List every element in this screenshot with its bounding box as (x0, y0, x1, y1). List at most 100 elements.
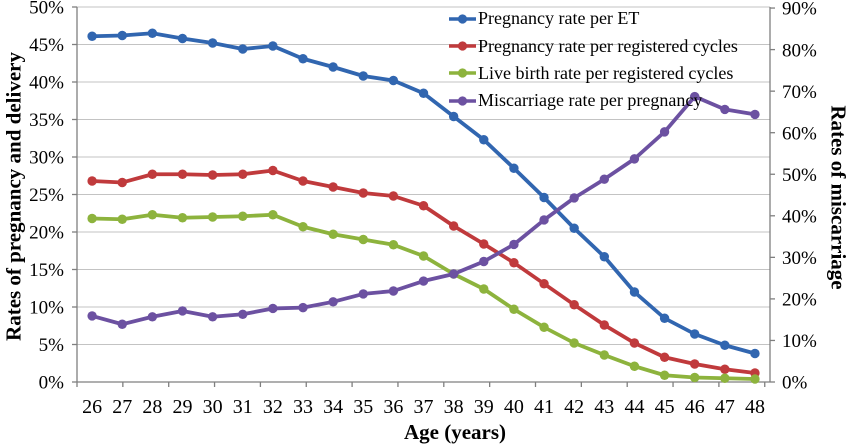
data-point (147, 28, 158, 38)
legend-item-0: Pregnancy rate per ET (449, 5, 738, 32)
data-point (238, 211, 248, 221)
data-point (479, 284, 489, 294)
x-axis-tick-label: 29 (172, 396, 192, 418)
x-axis-tick-label: 48 (745, 396, 765, 418)
data-point (629, 287, 640, 297)
data-point (207, 170, 218, 180)
data-point (117, 319, 127, 329)
legend-marker-icon (449, 68, 476, 79)
data-point (509, 258, 519, 268)
data-point (539, 322, 549, 332)
data-point (268, 303, 278, 314)
data-point (328, 62, 338, 72)
data-point (87, 176, 97, 186)
legend-label: Pregnancy rate per registered cycles (478, 35, 738, 56)
right-axis-tick-label: 90% (782, 0, 817, 20)
data-point (659, 313, 670, 323)
legend-item-1: Pregnancy rate per registered cycles (449, 32, 738, 59)
data-point (509, 239, 519, 250)
y-axis-left: 0% 5% 10% 15% 20% 25% 30% 35% 40% 45% 50% (29, 0, 77, 394)
left-axis-tick-label: 30% (29, 148, 64, 169)
data-point (479, 256, 489, 267)
data-point (207, 212, 218, 222)
x-axis-tick-label: 39 (474, 396, 494, 418)
right-axis-tick-label: 10% (782, 331, 817, 352)
data-point (720, 373, 730, 383)
x-axis-tick-label: 42 (564, 396, 584, 418)
data-point (207, 38, 218, 48)
data-point (358, 289, 368, 299)
data-point (87, 311, 97, 321)
data-point (509, 163, 519, 173)
x-axis-tick-label: 35 (353, 396, 373, 418)
data-point (418, 88, 429, 98)
data-point (659, 127, 670, 137)
left-axis-tick-label: 35% (29, 110, 64, 131)
left-axis-tick-label: 50% (29, 0, 64, 19)
data-point (358, 234, 368, 245)
data-point (177, 306, 188, 316)
data-point (569, 223, 579, 233)
data-point (629, 154, 640, 164)
data-point (418, 201, 429, 211)
data-point (147, 169, 158, 179)
legend-label: Miscarriage rate per pregnancy (478, 90, 703, 111)
x-axis-tick-label: 31 (233, 396, 253, 418)
data-point (328, 297, 338, 307)
left-axis-tick-label: 0% (39, 373, 65, 394)
data-point (298, 176, 308, 186)
data-point (87, 31, 97, 41)
right-axis-title: Rates of miscarriage (826, 105, 850, 290)
y-axis-right: 0% 10% 20% 30% 40% 50% 60% 70% 80% 90% (770, 0, 817, 394)
data-point (479, 239, 489, 249)
right-axis-tick-label: 60% (782, 123, 817, 144)
right-axis-tick-label: 0% (782, 373, 808, 394)
x-axis-tick-label: 30 (203, 396, 223, 418)
data-point (629, 361, 640, 371)
legend: Pregnancy rate per ET Pregnancy rate per … (449, 5, 738, 115)
data-point (629, 338, 640, 348)
data-point (418, 276, 429, 286)
data-point (569, 300, 579, 310)
data-point (388, 286, 399, 296)
data-point (207, 312, 218, 322)
left-axis-tick-label: 5% (39, 335, 65, 356)
data-point (690, 359, 700, 369)
data-point (147, 312, 158, 322)
left-axis-tick-label: 25% (29, 185, 64, 206)
data-point (177, 169, 188, 179)
data-point (539, 192, 549, 203)
data-point (750, 109, 760, 120)
series-pregnancy-rate-per-et (87, 28, 760, 359)
data-point (358, 71, 368, 81)
x-axis-tick-label: 43 (594, 396, 614, 418)
data-point (479, 135, 489, 145)
right-axis-tick-label: 40% (782, 206, 817, 227)
series-miscarriage-rate-per-pregnancy (87, 91, 760, 329)
data-point (388, 75, 399, 86)
data-point (720, 104, 730, 115)
data-point (659, 352, 670, 362)
data-point (388, 191, 399, 201)
data-point (87, 213, 97, 224)
legend-item-3: Miscarriage rate per pregnancy (449, 87, 738, 114)
data-point (569, 338, 579, 348)
data-point (298, 302, 308, 313)
right-axis-tick-label: 20% (782, 290, 817, 311)
data-point (177, 213, 188, 223)
x-axis-tick-label: 38 (444, 396, 464, 418)
legend-label: Pregnancy rate per ET (478, 8, 640, 29)
legend-label: Live birth rate per registered cycles (478, 62, 734, 83)
data-point (690, 329, 700, 339)
x-axis-tick-label: 33 (293, 396, 313, 418)
x-axis-tick-label: 28 (142, 396, 162, 418)
data-point (569, 193, 579, 203)
data-point (690, 91, 700, 102)
data-point (358, 188, 368, 198)
x-axis-tick-label: 26 (82, 396, 102, 418)
x-axis-tick-label: 36 (383, 396, 403, 418)
data-point (539, 279, 549, 289)
data-point (659, 370, 670, 380)
left-axis-tick-label: 20% (29, 223, 64, 244)
